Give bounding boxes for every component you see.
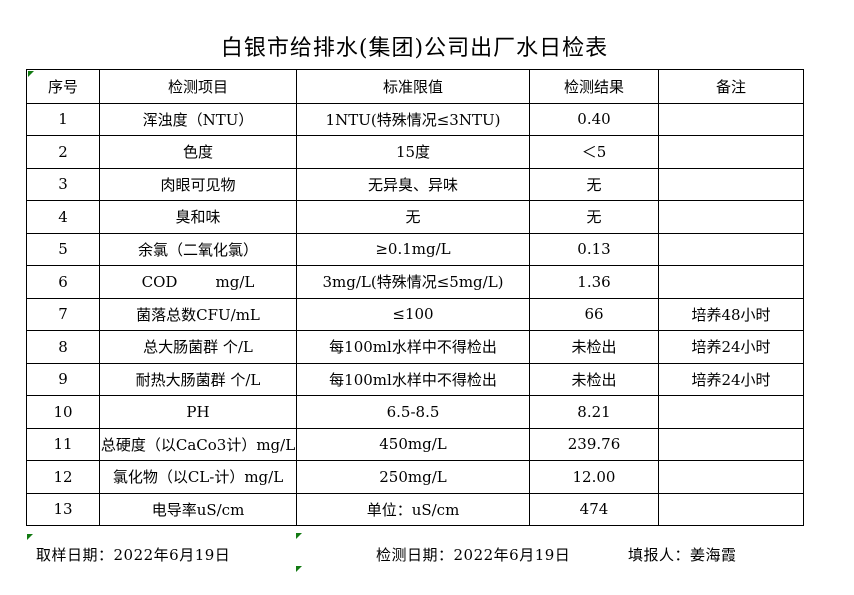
table-row: 1 浑浊度（NTU） 1NTU(特殊情况≤3NTU) 0.40 <box>26 102 804 136</box>
serial-number-cell: 10 <box>26 395 100 429</box>
standard-limit-cell: 15度 <box>296 135 530 169</box>
test-date-text: 检测日期：2022年6月19日 <box>376 546 571 564</box>
table-row: 12 氯化物（以CL-计）mg/L 250mg/L 12.00 <box>26 460 804 494</box>
table-row: 10 PH 6.5-8.5 8.21 <box>26 395 804 429</box>
remark-cell <box>658 167 804 201</box>
serial-number-cell: 6 <box>26 265 100 299</box>
remark-cell <box>658 135 804 169</box>
standard-limit-cell: 6.5-8.5 <box>296 395 530 429</box>
test-item-cell: 电导率uS/cm <box>99 492 297 526</box>
standard-limit-cell: ≥0.1mg/L <box>296 232 530 266</box>
test-item-cell: COD mg/L <box>99 265 297 299</box>
test-result-cell: 66 <box>529 297 659 331</box>
table-row: 8 总大肠菌群 个/L 每100ml水样中不得检出 未检出 培养24小时 <box>26 330 804 364</box>
test-item-cell: 氯化物（以CL-计）mg/L <box>99 460 297 494</box>
test-item-cell: 臭和味 <box>99 200 297 234</box>
sampling-date-text: 取样日期：2022年6月19日 <box>36 546 231 564</box>
test-item-cell: 总硬度（以CaCo3计）mg/L <box>99 427 297 461</box>
remark-cell <box>658 200 804 234</box>
test-result-cell: 12.00 <box>529 460 659 494</box>
table-body: 1 浑浊度（NTU） 1NTU(特殊情况≤3NTU) 0.40 2 色度 15度 ＜5 3 肉眼可… <box>26 102 804 526</box>
header-test-result: 检测结果 <box>529 69 659 104</box>
remark-cell <box>658 427 804 461</box>
remark-cell <box>658 492 804 526</box>
test-item-cell: 浑浊度（NTU） <box>99 102 297 136</box>
test-result-cell: 无 <box>529 167 659 201</box>
table-row: 2 色度 15度 ＜5 <box>26 135 804 169</box>
standard-limit-cell: 1NTU(特殊情况≤3NTU) <box>296 102 530 136</box>
serial-number-cell: 12 <box>26 460 100 494</box>
page-title: 白银市给排水(集团)公司出厂水日检表 <box>220 36 609 61</box>
test-result-cell: 无 <box>529 200 659 234</box>
standard-limit-cell: 250mg/L <box>296 460 530 494</box>
serial-number-cell: 8 <box>26 330 100 364</box>
standard-limit-cell: 每100ml水样中不得检出 <box>296 362 530 396</box>
test-result-cell: 8.21 <box>529 395 659 429</box>
remark-cell <box>658 102 804 136</box>
table-row: 4 臭和味无无 <box>26 200 804 234</box>
standard-limit-cell: 3mg/L(特殊情况≤5mg/L) <box>296 265 530 299</box>
remark-cell <box>658 265 804 299</box>
serial-number-cell: 4 <box>26 200 100 234</box>
header-test-item: 检测项目 <box>99 69 297 104</box>
test-result-cell: 未检出 <box>529 330 659 364</box>
standard-limit-cell: 无异臭、异味 <box>296 167 530 201</box>
serial-number-cell: 13 <box>26 492 100 526</box>
test-result-cell: 未检出 <box>529 362 659 396</box>
green-triangle-error-indicator-icon <box>296 533 302 539</box>
header-standard-limit: 标准限值 <box>296 69 530 104</box>
table-row: 3 肉眼可见物 无异臭、异味无 <box>26 167 804 201</box>
filler-name-text: 填报人：姜海霞 <box>628 546 737 564</box>
test-item-cell: 总大肠菌群 个/L <box>99 330 297 364</box>
serial-number-cell: 7 <box>26 297 100 331</box>
table-row: 6 COD mg/L 3mg/L(特殊情况≤5mg/L) 1.36 <box>26 265 804 299</box>
test-result-cell: ＜5 <box>529 135 659 169</box>
table-row: 11 总硬度（以CaCo3计）mg/L 450mg/L 239.76 <box>26 427 804 461</box>
test-item-cell: 菌落总数CFU/mL <box>99 297 297 331</box>
standard-limit-cell: 每100ml水样中不得检出 <box>296 330 530 364</box>
green-triangle-error-indicator-icon <box>296 566 302 572</box>
header-serial-number: 序号 <box>26 69 100 104</box>
table-row: 13 电导率uS/cm 单位：uS/cm 474 <box>26 492 804 526</box>
test-result-cell: 0.13 <box>529 232 659 266</box>
green-triangle-error-indicator-icon <box>28 71 34 77</box>
test-result-cell: 474 <box>529 492 659 526</box>
standard-limit-cell: 无 <box>296 200 530 234</box>
remark-cell: 培养24小时 <box>658 330 804 364</box>
inspection-table: 序号 检测项目 标准限值 检测结果 备注 1 浑浊度（NTU） 1NTU(特殊情况≤… <box>26 69 804 526</box>
header-remark: 备注 <box>658 69 804 104</box>
table-row: 5 余氯（二氧化氯） ≥0.1mg/L 0.13 <box>26 232 804 266</box>
serial-number-cell: 3 <box>26 167 100 201</box>
serial-number-cell: 9 <box>26 362 100 396</box>
serial-number-cell: 11 <box>26 427 100 461</box>
remark-cell <box>658 395 804 429</box>
serial-number-cell: 5 <box>26 232 100 266</box>
remark-cell: 培养48小时 <box>658 297 804 331</box>
table-row: 9 耐热大肠菌群 个/L 每100ml水样中不得检出 未检出 培养24小时 <box>26 362 804 396</box>
table-row: 7 菌落总数CFU/mL ≤100 66 培养48小时 <box>26 297 804 331</box>
serial-number-cell: 2 <box>26 135 100 169</box>
test-item-cell: 余氯（二氧化氯） <box>99 232 297 266</box>
test-item-cell: 耐热大肠菌群 个/L <box>99 362 297 396</box>
test-result-cell: 239.76 <box>529 427 659 461</box>
test-item-cell: 肉眼可见物 <box>99 167 297 201</box>
test-item-cell: 色度 <box>99 135 297 169</box>
standard-limit-cell: ≤100 <box>296 297 530 331</box>
remark-cell: 培养24小时 <box>658 362 804 396</box>
standard-limit-cell: 450mg/L <box>296 427 530 461</box>
test-item-cell: PH <box>99 395 297 429</box>
test-result-cell: 1.36 <box>529 265 659 299</box>
table-header-row: 序号 检测项目 标准限值 检测结果 备注 <box>26 69 804 104</box>
test-result-cell: 0.40 <box>529 102 659 136</box>
serial-number-cell: 1 <box>26 102 100 136</box>
green-triangle-error-indicator-icon <box>27 534 33 540</box>
remark-cell <box>658 232 804 266</box>
standard-limit-cell: 单位：uS/cm <box>296 492 530 526</box>
remark-cell <box>658 460 804 494</box>
